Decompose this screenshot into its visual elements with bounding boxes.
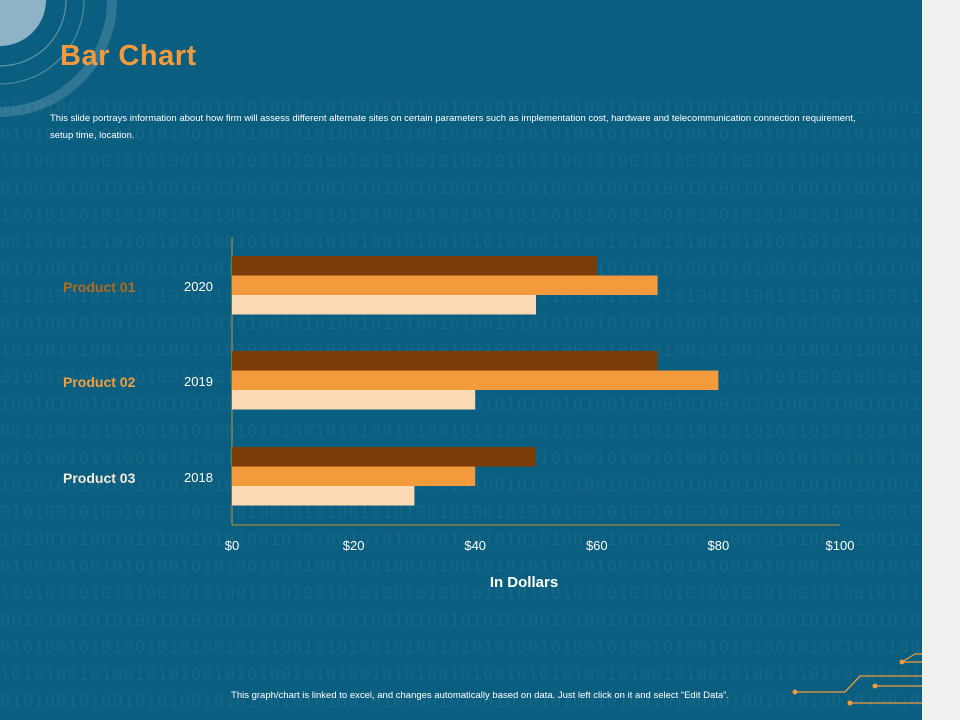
x-tick-label: $0	[225, 538, 239, 553]
circuit-lines-icon	[792, 653, 922, 706]
bar-2018-series-3[interactable]	[232, 486, 415, 506]
product-label: Product 03	[63, 470, 136, 486]
x-tick-label: $40	[464, 538, 486, 553]
page-title: Bar Chart	[60, 40, 197, 72]
x-axis-title: In Dollars	[490, 574, 558, 591]
bar-2019-series-2[interactable]	[232, 370, 719, 391]
bar-2019-series-3[interactable]	[232, 390, 476, 410]
product-label: Product 02	[63, 374, 136, 390]
product-label: Product 01	[63, 279, 136, 295]
slide-description: This slide portrays information about ho…	[50, 113, 856, 141]
x-tick-label: $20	[343, 538, 365, 553]
bar-chart[interactable]: 2020 2019 2018 Product 01 Product 02 Product …	[0, 0, 960, 620]
category-label: 2019	[184, 374, 213, 389]
bar-2018-series-1[interactable]	[232, 447, 536, 467]
category-label: 2020	[184, 279, 213, 294]
bar-2019-series-1[interactable]	[232, 351, 658, 371]
footnote: This graph/chart is linked to excel, and…	[231, 690, 729, 701]
bar-2020-series-3[interactable]	[232, 295, 536, 315]
x-tick-label: $60	[586, 538, 608, 553]
bar-2018-series-2[interactable]	[232, 466, 476, 487]
x-tick-label: $100	[826, 538, 855, 553]
x-tick-label: $80	[708, 538, 730, 553]
bar-2020-series-1[interactable]	[232, 256, 597, 276]
decorative-circles-icon	[0, 0, 117, 117]
bar-2020-series-2[interactable]	[232, 275, 658, 296]
category-label: 2018	[184, 470, 213, 485]
right-edge-strip	[922, 0, 960, 720]
